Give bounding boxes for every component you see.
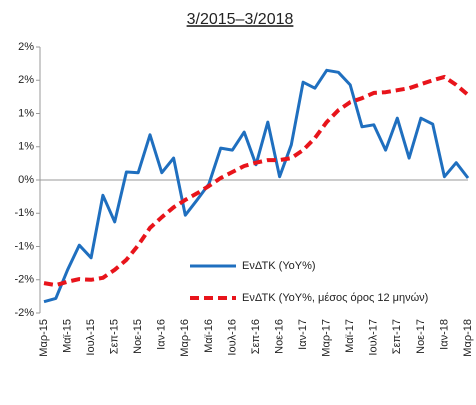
y-tick-label: -1% [14,207,34,219]
x-tick-label: Νοε-17 [415,319,427,354]
y-tick-label: -1% [14,240,34,252]
x-tick-label: Ιαν-18 [438,319,450,350]
x-tick-label: Μαρ-18 [462,319,474,357]
y-tick-label: 2% [18,74,34,86]
x-tick-label: Μαϊ-15 [61,319,73,353]
series-line [43,74,470,288]
y-tick-label: -2% [14,274,34,286]
y-tick-label: 1% [18,141,34,153]
x-tick-label: Σεπ-15 [109,319,121,354]
y-tick-label: 1% [18,107,34,119]
x-tick-label: Ιαν-16 [156,319,168,350]
x-tick-label: Ιουλ-15 [85,319,97,356]
y-tick-label: -2% [14,307,34,319]
legend-label: ΕνΔΤΚ (YoY%) [242,260,316,272]
x-tick-label: Νοε-15 [132,319,144,354]
x-tick-label: Ιουλ-16 [226,319,238,356]
x-tick-label: Ιουλ-17 [368,319,380,356]
chart-title: 3/2015–3/2018 [187,11,294,28]
x-tick-label: Ιαν-17 [297,319,309,350]
x-tick-label: Σεπ-17 [391,319,403,354]
x-tick-label: Μαρ-15 [38,319,50,357]
y-tick-label: 2% [18,41,34,53]
x-tick-label: Μαϊ-17 [344,319,356,353]
x-tick-label: Σεπ-16 [250,319,262,354]
y-tick-label: 0% [18,174,34,186]
x-tick-label: Μαρ-17 [321,319,333,357]
x-tick-label: Μαρ-16 [179,319,191,357]
x-tick-label: Νοε-16 [273,319,285,354]
x-tick-label: Μαϊ-16 [203,319,215,353]
legend-label: ΕνΔΤΚ (YoY%, μέσος όρος 12 μηνών) [242,292,428,304]
